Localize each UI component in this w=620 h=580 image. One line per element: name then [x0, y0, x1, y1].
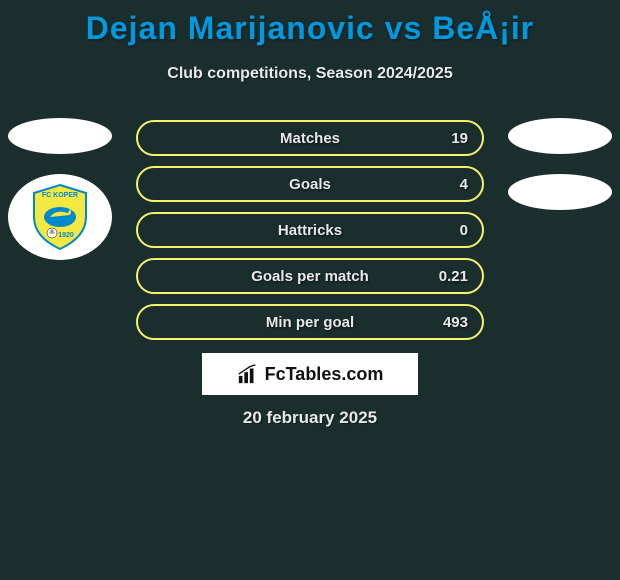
stat-label: Goals	[289, 176, 331, 193]
left-player-area: FC KOPER 1920	[8, 118, 112, 260]
player-avatar-placeholder	[508, 118, 612, 154]
svg-text:FC KOPER: FC KOPER	[42, 192, 78, 199]
club-avatar-placeholder	[508, 174, 612, 210]
subtitle: Club competitions, Season 2024/2025	[0, 65, 620, 83]
stat-row-hattricks: Hattricks 0	[136, 212, 484, 248]
stats-comparison-area: Matches 19 Goals 4 Hattricks 0 Goals per…	[136, 120, 484, 350]
stat-label: Goals per match	[251, 268, 369, 285]
stat-row-matches: Matches 19	[136, 120, 484, 156]
stat-right-value: 0	[428, 222, 468, 239]
branding-banner[interactable]: FcTables.com	[202, 353, 418, 395]
player-avatar-placeholder	[8, 118, 112, 154]
stat-right-value: 19	[428, 130, 468, 147]
page-title: Dejan Marijanovic vs BeÅ¡ir	[0, 10, 620, 47]
branding-text: FcTables.com	[265, 364, 384, 385]
chart-icon	[237, 363, 259, 385]
club-badge: FC KOPER 1920	[8, 174, 112, 260]
stat-label: Hattricks	[278, 222, 342, 239]
right-player-area	[508, 118, 612, 210]
stat-right-value: 0.21	[428, 268, 468, 285]
main-container: Dejan Marijanovic vs BeÅ¡ir Club competi…	[0, 0, 620, 83]
stat-label: Matches	[280, 130, 340, 147]
stat-row-goals-per-match: Goals per match 0.21	[136, 258, 484, 294]
stat-row-min-per-goal: Min per goal 493	[136, 304, 484, 340]
stat-right-value: 493	[428, 314, 468, 331]
stat-label: Min per goal	[266, 314, 354, 331]
stat-right-value: 4	[428, 176, 468, 193]
svg-text:1920: 1920	[58, 232, 74, 239]
date-text: 20 february 2025	[243, 408, 377, 428]
club-shield-icon: FC KOPER 1920	[24, 181, 96, 253]
stat-row-goals: Goals 4	[136, 166, 484, 202]
